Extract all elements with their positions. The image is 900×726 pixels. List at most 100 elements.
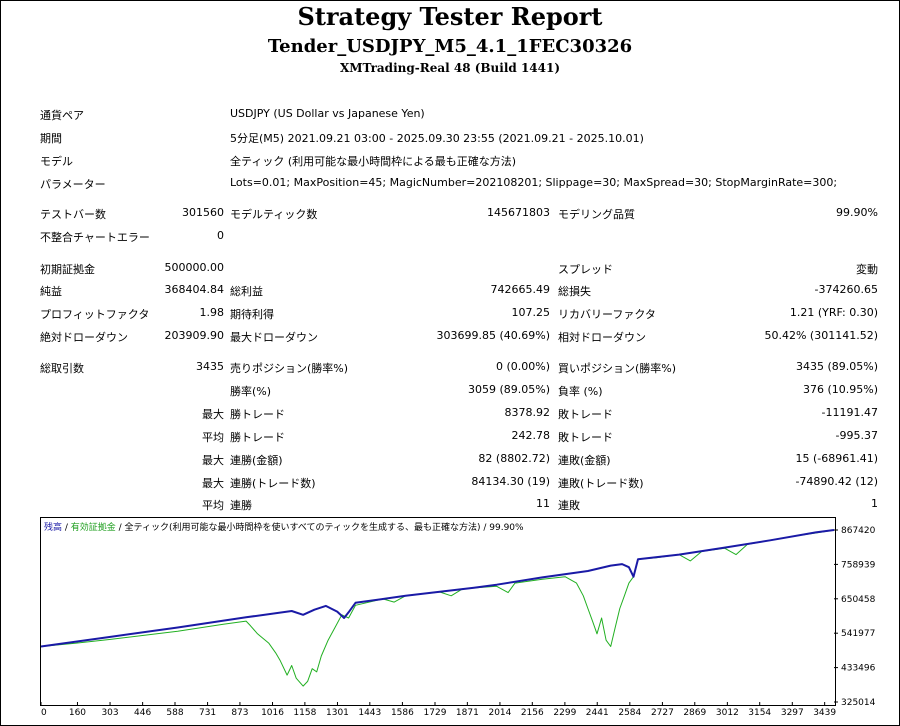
avg-consecutive-wins-value: 11 [536,497,550,510]
expected-payoff-value: 107.25 [511,306,551,319]
short-positions-value: 0 (0.00%) [495,360,550,373]
grossprofit-value: 742665.49 [490,283,551,296]
y-tick-label: 541977 [841,629,875,639]
recovery-factor-value: 1.21 (YRF: 0.30) [789,306,878,319]
x-tick-label: 2869 [683,708,706,718]
grossloss-value: -374260.65 [814,283,878,296]
x-tick-label: 1871 [456,708,479,718]
x-tick-label: 2156 [521,708,544,718]
absolute-drawdown-value: 203909.90 [164,329,225,342]
quality-value: 99.90% [836,206,878,219]
setting-value-parameters: Lots=0.01; MaxPosition=45; MagicNumber=2… [230,176,838,189]
legend-equity: 有効証拠金 [70,523,116,533]
x-tick-label: 303 [101,708,118,718]
y-tick-label: 325014 [841,698,876,708]
absolute-drawdown-label: 絶対ドローダウン [40,331,128,344]
deposit-label: 初期証拠金 [40,263,95,276]
recovery-factor-label: リカバリーファクタ [558,308,656,321]
consecutive-wins-label: 連勝(金額) [230,454,283,467]
long-positions-label: 買いポジション(勝率%) [558,362,677,375]
total-trades-value: 3435 [196,360,224,373]
quality-label: モデリング品質 [558,208,635,221]
total-trades-label: 総取引数 [40,362,84,375]
expected-payoff-label: 期待利得 [230,308,274,321]
consecutive-loss-label: 連敗(トレード数) [558,477,644,490]
netprofit-label: 純益 [40,285,62,298]
balance-line [40,529,835,648]
report-title: Strategy Tester Report [297,2,603,31]
legend-balance: 残高 [44,523,63,533]
average-profit-value: 242.78 [511,429,551,442]
x-tick-label: 873 [231,708,248,718]
x-tick-label: 1301 [326,708,349,718]
relative-drawdown-value: 50.42% (301141.52) [764,329,878,342]
avg-consecutive-losses-label: 連敗 [558,499,580,512]
x-tick-label: 1443 [358,708,381,718]
profit-trades-value: 3059 (89.05%) [467,383,550,396]
grossloss-label: 総損失 [558,285,591,298]
consecutive-profit-value: 84134.30 (19) [471,475,550,488]
spread-label: スプレッド [558,263,613,276]
profitfactor-label: プロフィットファクタ [40,308,150,321]
errors-label: 不整合チャートエラー [40,231,150,244]
chart-legend: 残高 / 有効証拠金 / 全ティック(利用可能な最小時間枠を使いすべてのティック… [44,520,524,533]
maximum-label: 最大 [202,454,224,467]
x-tick-label: 1158 [293,708,316,718]
testbars-label: テストバー数 [40,208,106,221]
x-tick-label: 2727 [651,708,674,718]
x-tick-label: 731 [199,708,216,718]
setting-value-model: 全ティック (利用可能な最小時間枠による最も正確な方法) [230,155,517,168]
setting-value-period: 5分足(M5) 2021.09.21 03:00 - 2025.09.30 23… [230,132,644,145]
avg-consecutive-losses-value: 1 [871,497,878,510]
x-tick-label: 0 [41,708,47,718]
legend-description: / 全ティック(利用可能な最小時間枠を使いすべてのティックを生成する、最も正確な… [115,523,524,533]
avg-consecutive-wins-label: 連勝 [230,499,252,512]
maximal-drawdown-value: 303699.85 (40.69%) [436,329,550,342]
maximal-drawdown-label: 最大ドローダウン [230,331,318,344]
y-tick-label: 433496 [841,664,876,674]
x-tick-label: 446 [134,708,151,718]
long-positions-value: 3435 (89.05%) [795,360,878,373]
x-tick-label: 3012 [716,708,739,718]
largest-loss-label: 敗トレード [558,408,613,421]
ticks-label: モデルティック数 [230,208,318,221]
y-tick-label: 867420 [841,526,876,536]
y-tick-label: 650458 [841,595,876,605]
server-name: XMTrading-Real 48 (Build 1441) [339,61,561,75]
y-tick-label: 758939 [841,560,876,570]
setting-label-parameters: パラメーター [40,178,106,191]
setting-label-symbol: 通貨ペア [40,109,84,122]
grossprofit-label: 総利益 [230,285,263,298]
largest-label: 最大 [202,408,224,421]
balance-chart-area [40,517,836,706]
short-positions-label: 売りポジション(勝率%) [230,362,349,375]
x-tick-label: 2299 [553,708,576,718]
x-tick-label: 160 [69,708,86,718]
avg-consecutive-label: 平均 [202,499,224,512]
ticks-value: 145671803 [487,206,550,219]
setting-label-model: モデル [40,155,73,168]
setting-value-symbol: USDJPY (US Dollar vs Japanese Yen) [230,107,425,120]
x-tick-label: 1586 [391,708,414,718]
report-subtitle: Tender_USDJPY_M5_4.1_1FEC30326 [267,36,633,57]
consecutive-losses-value: 15 (-68961.41) [795,452,878,465]
largest-profit-value: 8378.92 [504,406,551,419]
x-tick-label: 3154 [748,708,771,718]
relative-drawdown-label: 相対ドローダウン [558,331,646,344]
consecutive-losses-label: 連敗(金額) [558,454,611,467]
loss-trades-value: 376 (10.95%) [802,383,878,396]
setting-label-period: 期間 [40,132,62,145]
x-tick-label: 2441 [586,708,609,718]
spread-value: 変動 [856,263,878,276]
legend-separator: / [62,523,71,533]
consecutive-profit-label: 連勝(トレード数) [230,477,316,490]
x-tick-label: 2584 [618,708,641,718]
x-tick-label: 1729 [424,708,447,718]
profit-trades-label: 勝率(%) [230,385,272,398]
largest-profit-label: 勝トレード [230,408,285,421]
profitfactor-value: 1.98 [199,306,225,319]
maximal-label: 最大 [202,477,224,490]
consecutive-wins-value: 82 (8802.72) [478,452,550,465]
consecutive-loss-value: -74890.42 (12) [795,475,878,488]
